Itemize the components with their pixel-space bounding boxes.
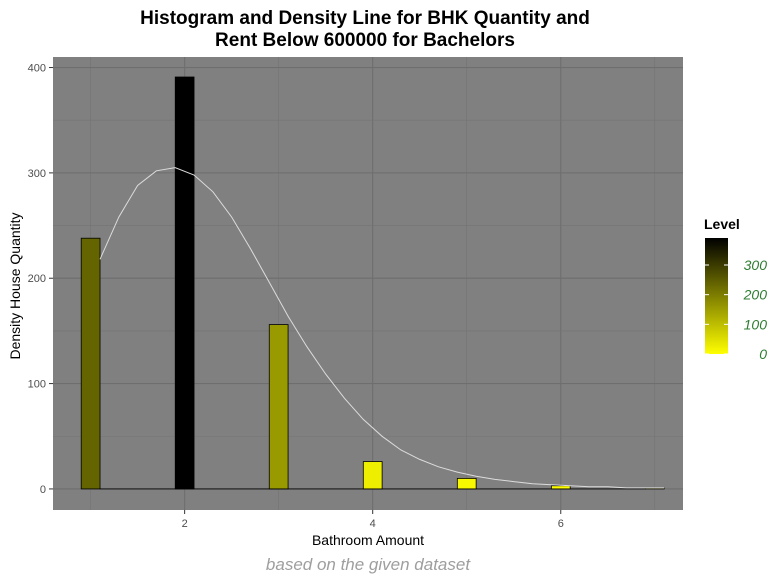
y-tick-label: 0 xyxy=(40,484,46,496)
y-tick-label: 400 xyxy=(28,63,46,75)
bars xyxy=(80,76,665,490)
chart-caption: based on the given dataset xyxy=(266,555,471,574)
legend-color-bar xyxy=(705,238,728,354)
x-tick-label: 2 xyxy=(182,518,188,530)
y-axis-ticks: 0 100 200 300 400 xyxy=(28,63,53,496)
bar-5 xyxy=(456,477,477,490)
y-tick-label: 300 xyxy=(28,168,46,180)
legend: Level 0 100 200 300 xyxy=(704,216,767,362)
density-line xyxy=(99,167,665,489)
legend-tick-label: 200 xyxy=(743,287,768,303)
x-axis-label: Bathroom Amount xyxy=(312,532,424,548)
bar-3 xyxy=(268,324,289,490)
legend-tick-label: 300 xyxy=(744,257,768,273)
bar-4 xyxy=(362,461,383,490)
chart-title-line-1: Histogram and Density Line for BHK Quant… xyxy=(140,8,590,29)
legend-ticks: 0 100 200 300 xyxy=(705,257,767,362)
legend-tick-label: 0 xyxy=(759,346,767,362)
x-tick-label: 4 xyxy=(370,518,376,530)
bar-6 xyxy=(550,485,571,490)
bar-2 xyxy=(174,76,195,490)
y-axis-label: Density House Quantity xyxy=(7,212,23,359)
chart-title: Histogram and Density Line for BHK Quant… xyxy=(140,8,590,51)
plot-panel xyxy=(53,57,683,510)
x-axis-ticks: 2 4 6 xyxy=(182,510,564,530)
legend-tick-label: 100 xyxy=(744,316,768,332)
y-tick-label: 100 xyxy=(28,379,46,391)
x-tick-label: 6 xyxy=(558,518,564,530)
legend-title: Level xyxy=(704,216,740,232)
y-tick-label: 200 xyxy=(28,273,46,285)
chart-title-line-2: Rent Below 600000 for Bachelors xyxy=(215,30,515,51)
bar-1 xyxy=(80,237,101,490)
